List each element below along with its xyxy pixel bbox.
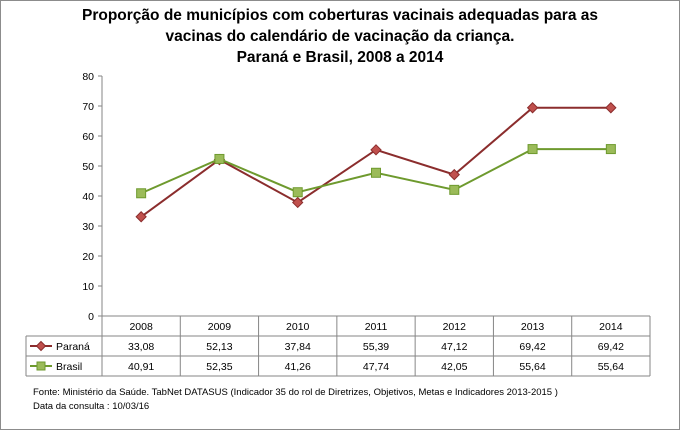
data-table-cell: 40,91 — [128, 361, 154, 373]
y-tick-label: 10 — [82, 281, 94, 293]
y-tick-label: 40 — [82, 191, 94, 203]
data-table-cell: 47,12 — [441, 341, 467, 353]
data-point-1 — [292, 196, 304, 209]
data-point-1 — [135, 211, 147, 223]
data-table-cell: 52,35 — [206, 361, 232, 373]
data-table-cell: 69,42 — [519, 341, 545, 353]
data-point-2 — [449, 184, 460, 195]
legend-label: Paraná — [56, 341, 90, 353]
data-table-cell: 55,64 — [598, 361, 624, 373]
data-point-1 — [370, 144, 382, 156]
data-point-2 — [214, 153, 225, 164]
source-note: Fonte: Ministério da Saúde. TabNet DATAS… — [33, 387, 558, 398]
data-table-cell: 33,08 — [128, 341, 154, 353]
x-category-label: 2009 — [208, 321, 232, 333]
x-category-label: 2008 — [129, 321, 153, 333]
x-category-label: 2014 — [599, 321, 623, 333]
legend-label: Brasil — [56, 361, 82, 373]
x-category-label: 2011 — [365, 321, 388, 333]
data-point-2 — [605, 144, 616, 155]
chart-title-line-1: Proporção de municípios com coberturas v… — [82, 7, 598, 24]
y-tick-label: 20 — [82, 251, 94, 263]
data-point-1 — [605, 102, 617, 114]
data-table-cell: 52,13 — [206, 341, 232, 353]
data-table-cell: 41,26 — [285, 361, 311, 373]
data-table-cell: 55,39 — [363, 341, 389, 353]
data-table-cell: 69,42 — [598, 341, 624, 353]
y-tick-label: 30 — [82, 221, 94, 233]
data-table-cell: 47,74 — [363, 361, 389, 373]
x-category-label: 2013 — [521, 321, 545, 333]
chart-title-line-3: Paraná e Brasil, 2008 a 2014 — [236, 49, 444, 66]
data-point-2 — [136, 188, 147, 199]
data-table-cell: 37,84 — [285, 341, 311, 353]
data-table-cell: 55,64 — [519, 361, 545, 373]
data-point-2 — [371, 167, 381, 178]
data-point-2 — [527, 144, 538, 155]
x-category-label: 2012 — [443, 321, 467, 333]
data-table-cell: 42,05 — [441, 361, 467, 373]
query-date-note: Data da consulta : 10/03/16 — [33, 401, 150, 412]
data-point-1 — [448, 168, 460, 181]
y-tick-label: 50 — [82, 161, 94, 173]
chart-title-line-2: vacinas do calendário de vacinação da cr… — [165, 28, 515, 45]
y-tick-label: 0 — [88, 311, 94, 323]
data-point-2 — [292, 187, 303, 198]
y-tick-label: 60 — [82, 131, 94, 143]
x-category-label: 2010 — [286, 321, 310, 333]
y-tick-label: 70 — [82, 101, 94, 113]
data-point-1 — [526, 102, 539, 114]
legend-key-marker — [36, 361, 46, 371]
y-tick-label: 80 — [82, 71, 94, 83]
legend-key-marker — [35, 340, 47, 352]
